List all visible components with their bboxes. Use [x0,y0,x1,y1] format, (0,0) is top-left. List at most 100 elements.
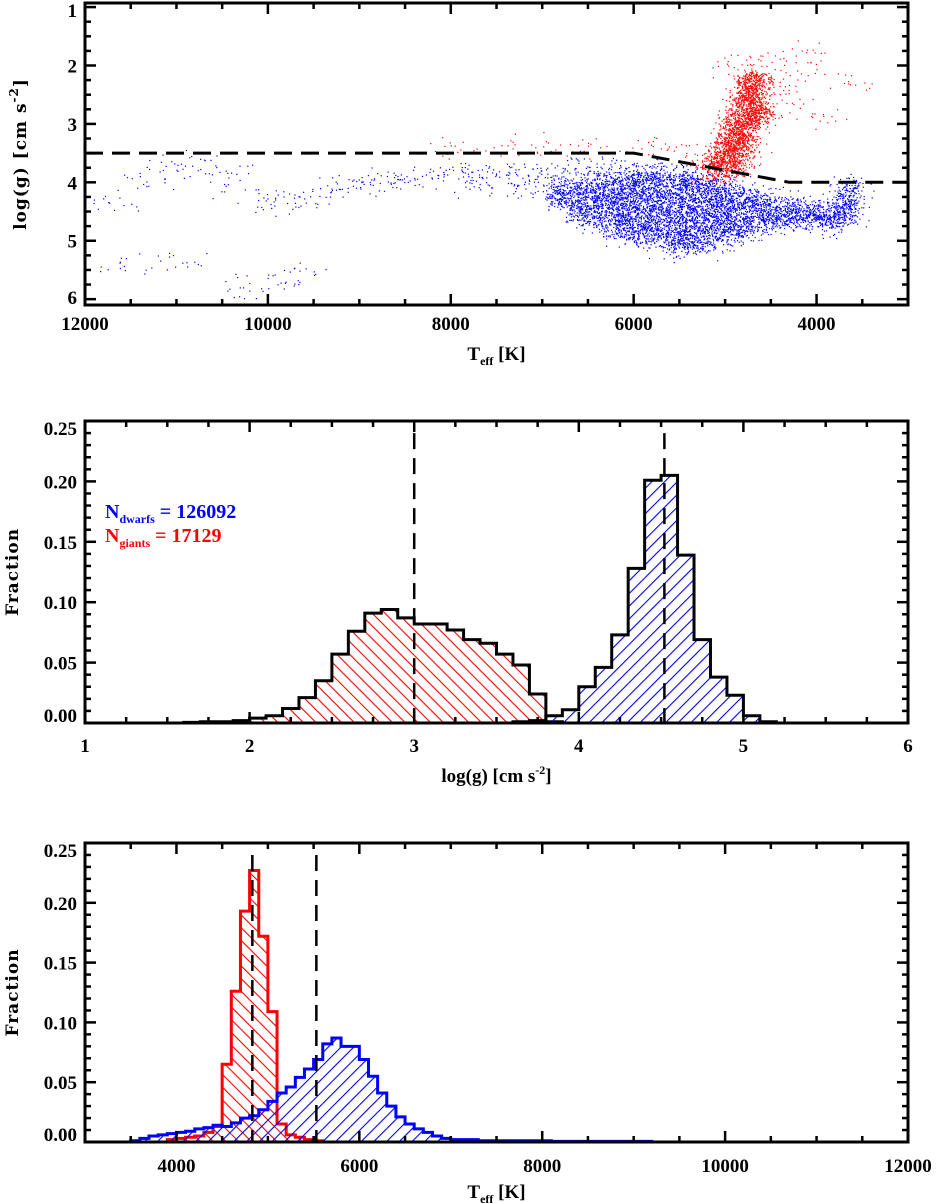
dwarf-point [617,213,619,215]
dwarf-point [626,208,628,210]
dwarf-point [644,232,647,234]
dwarf-point [712,222,714,224]
dwarf-point [644,213,646,215]
dwarf-point [705,226,707,228]
dwarf-point [715,223,718,225]
dwarf-point [698,229,700,231]
dwarf-point [650,211,652,213]
dwarf-point [711,206,713,208]
dwarf-point [571,202,573,204]
dwarf-point [621,208,623,210]
dwarf-point [695,245,697,247]
dwarf-point [570,216,572,218]
dwarf-point [576,193,579,195]
dwarf-point [607,197,609,199]
dwarf-point [594,201,596,203]
dwarf-point [632,184,634,187]
dwarf-point [622,184,624,186]
dwarf-point [617,224,619,226]
dwarf-point [664,172,666,174]
dwarf-point [656,215,658,217]
dwarf-point [666,189,668,192]
dwarf-point [611,212,613,214]
dwarf-point [570,205,572,207]
dwarf-point [614,230,616,232]
dwarf-point [696,215,698,217]
dwarf-point [658,212,660,214]
dwarf-point [692,234,694,236]
dwarf-point [592,197,594,199]
dwarf-point [708,174,710,176]
dwarf-point [694,183,696,185]
dwarf-point [663,201,665,203]
dwarf-point [714,208,716,210]
dwarf-point [703,190,705,192]
dwarf-point [731,234,734,236]
dwarf-point [697,250,699,252]
dwarf-point [751,206,753,208]
dwarf-point [630,211,632,213]
dwarf-point [697,197,699,199]
dwarf-point [595,211,597,213]
dwarf-point [707,218,709,220]
dwarf-point [675,192,677,194]
dwarf-point [628,188,630,190]
dwarf-point [669,180,671,182]
dwarf-point [747,216,749,218]
dwarf-point [606,229,609,231]
dwarf-point [572,220,574,222]
dwarf-point [607,185,609,187]
dwarf-point [634,201,636,203]
dwarf-point [622,202,624,204]
dwarf-point [558,193,560,195]
dwarf-point [636,232,638,234]
dwarf-point [674,227,676,229]
dwarf-point [672,196,674,198]
dwarf-point [709,183,711,185]
dwarf-point [564,193,566,195]
dwarf-point [641,190,643,192]
dwarf-point [597,185,599,187]
dwarf-point [641,228,643,230]
dwarf-point [694,197,696,199]
dwarf-point [726,236,728,238]
dwarf-point [686,241,688,244]
dwarf-point [638,220,640,223]
dwarf-point [670,182,672,184]
dwarf-point [717,203,719,205]
dwarf-point [615,219,617,221]
dwarf-point [573,209,575,211]
dwarf-point [694,208,696,210]
dwarf-point [707,242,709,244]
dwarf-point [669,213,671,215]
dwarf-point [675,208,677,210]
dwarf-point [722,187,724,189]
dwarf-point [655,206,657,208]
dwarf-point [730,216,732,219]
dwarf-point [749,198,751,200]
dwarf-point [608,214,611,217]
dwarf-point [691,248,694,250]
dwarf-point [576,212,578,214]
dwarf-point [659,217,661,219]
dwarf-point [689,237,692,239]
dwarf-point [738,206,740,208]
dwarf-point [720,223,722,225]
dwarf-point [603,236,605,238]
dwarf-point [679,180,681,182]
dwarf-point [654,201,656,203]
dwarf-point [752,200,755,202]
dwarf-point [611,204,613,206]
dwarf-point [650,179,652,181]
dwarf-point [685,179,687,182]
dwarf-point [700,203,702,205]
dwarf-point [696,212,698,214]
dwarf-point [722,235,724,237]
dwarf-point [637,206,639,208]
dwarf-point [644,200,646,202]
dwarf-point [647,188,650,190]
dwarf-point [746,234,748,237]
dwarf-point [612,208,615,211]
dwarf-point [636,195,638,197]
dwarf-point [752,201,754,203]
